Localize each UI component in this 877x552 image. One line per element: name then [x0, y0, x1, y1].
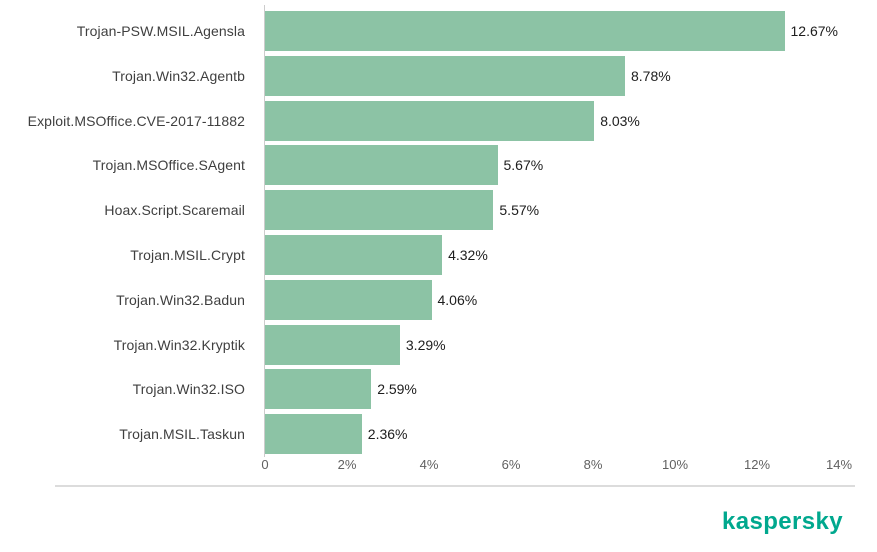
bar-row: Exploit.MSOffice.CVE-2017-11882 8.03% [0, 100, 877, 141]
x-tick-label: 4% [419, 457, 439, 472]
category-label: Trojan.Win32.ISO [132, 381, 245, 398]
category-label: Trojan-PSW.MSIL.Agensla [76, 23, 245, 39]
category-label: Trojan.MSIL.Taskun [119, 426, 245, 443]
bar-row: Trojan.Win32.Badun 4.06% [0, 279, 877, 320]
bar-row: Hoax.Script.Scaremail 5.57% [0, 190, 877, 231]
x-tick-label: 12% [743, 457, 771, 472]
bar [265, 55, 625, 96]
footer-divider [55, 485, 855, 487]
value-label: 3.29% [405, 336, 446, 353]
category-label: Trojan.MSOffice.SAgent [92, 157, 245, 174]
bar-rows: Trojan-PSW.MSIL.Agensla 12.67% Trojan.Win3… [0, 11, 877, 459]
value-label: 5.67% [503, 157, 544, 174]
category-label: Trojan.Win32.Badun [116, 291, 245, 308]
bar [265, 100, 595, 141]
value-label: 4.32% [448, 246, 488, 263]
bar-row: Trojan-PSW.MSIL.Agensla 12.67% [0, 11, 877, 51]
bar [265, 145, 498, 186]
bar-zone: 5.57% [265, 190, 839, 231]
bar-zone: 4.06% [265, 279, 839, 320]
bar [265, 369, 372, 410]
bar-zone: 8.03% [265, 100, 839, 141]
x-tick-label: 14% [825, 457, 853, 472]
value-label: 5.57% [499, 202, 540, 219]
y-axis-line [264, 5, 265, 457]
bar-row: Trojan.MSIL.Taskun 2.36% [0, 414, 877, 455]
x-tick-label: 8% [583, 457, 603, 472]
bar [265, 279, 432, 320]
value-label: 2.36% [367, 426, 408, 443]
x-tick-label: 10% [661, 457, 689, 472]
value-label: 12.67% [790, 23, 838, 39]
value-label: 2.59% [377, 381, 417, 398]
value-label: 8.03% [600, 112, 640, 129]
bar-zone: 8.78% [265, 55, 839, 96]
bar-zone: 4.32% [265, 234, 839, 275]
bar [265, 324, 400, 365]
x-axis-ticks: 0 2% 4% 6% 8% 10% 12% 14% [261, 457, 852, 475]
bar-zone: 3.29% [265, 324, 839, 365]
kaspersky-logo: kaspersky [721, 508, 843, 535]
bar [265, 190, 494, 231]
value-label: 8.78% [631, 67, 671, 84]
bar-row: Trojan.MSOffice.SAgent 5.67% [0, 145, 877, 186]
bar [265, 414, 362, 455]
bar-row: Trojan.Win32.Agentb 8.78% [0, 55, 877, 96]
x-tick-label: 0 [261, 457, 269, 472]
bar-zone: 12.67% [265, 11, 839, 51]
bar-zone: 2.36% [265, 414, 839, 455]
bar-zone: 2.59% [265, 369, 839, 410]
category-label: Trojan.Win32.Kryptik [113, 336, 245, 353]
bar-row: Trojan.Win32.Kryptik 3.29% [0, 324, 877, 365]
category-label: Trojan.MSIL.Crypt [130, 246, 245, 263]
bar-row: Trojan.MSIL.Crypt 4.32% [0, 234, 877, 275]
bar [265, 234, 443, 275]
value-label: 4.06% [437, 291, 478, 308]
category-label: Exploit.MSOffice.CVE-2017-11882 [27, 112, 245, 129]
x-tick-label: 2% [337, 457, 357, 472]
category-label: Hoax.Script.Scaremail [104, 202, 245, 219]
x-tick-label: 6% [501, 457, 521, 472]
bar [265, 11, 785, 51]
category-label: Trojan.Win32.Agentb [112, 67, 245, 84]
bar-row: Trojan.Win32.ISO 2.59% [0, 369, 877, 410]
bar-zone: 5.67% [265, 145, 839, 186]
